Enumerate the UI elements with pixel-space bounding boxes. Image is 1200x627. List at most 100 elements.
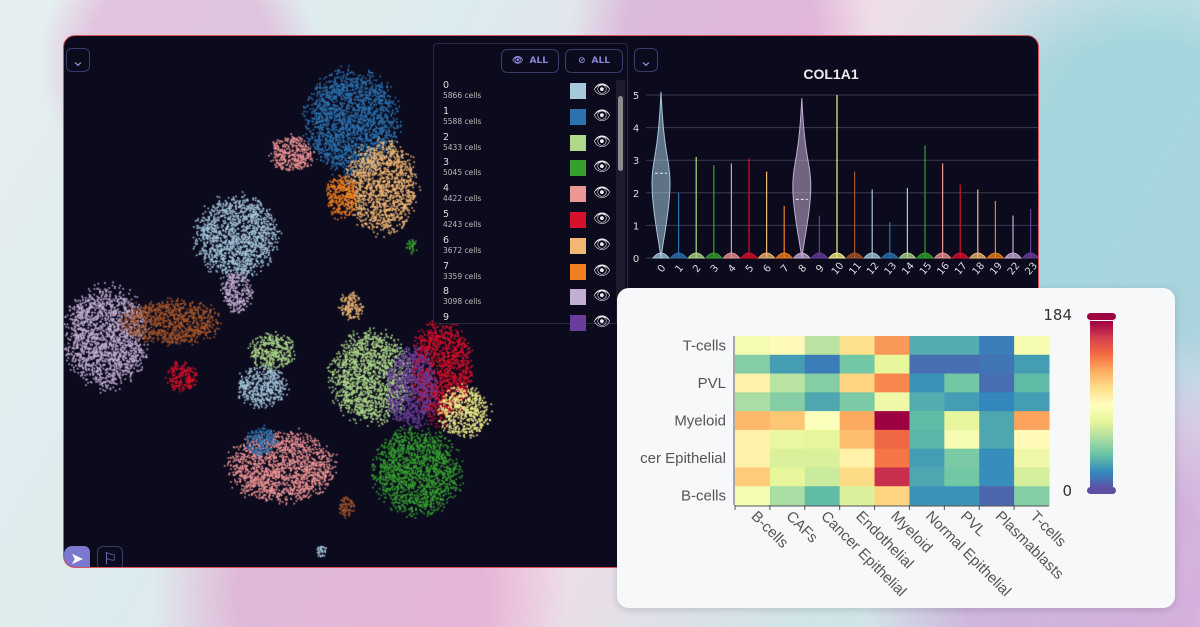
heatmap-cell: [769, 467, 806, 487]
y-tick-label: 4: [633, 124, 639, 135]
collapse-button[interactable]: ⌄: [66, 48, 90, 72]
heatmap-cell: [1014, 392, 1050, 412]
x-tick-label: 11: [847, 261, 864, 278]
y-tick-label: 1: [633, 221, 639, 232]
colorbar: [1090, 321, 1113, 489]
violin-base-12: [863, 252, 882, 259]
eye-icon[interactable]: 👁: [593, 288, 611, 305]
heatmap-cell: [769, 354, 806, 375]
heatmap-cell: [909, 448, 945, 468]
heatmap-cell: [944, 373, 980, 393]
heatmap-cell: [735, 467, 771, 487]
violin-collapse-button[interactable]: ⌄: [634, 48, 658, 72]
eye-icon[interactable]: 👁: [593, 185, 611, 202]
color-swatch[interactable]: [570, 289, 586, 306]
heatmap-cell: [979, 354, 1015, 375]
y-tick-label: cer Epithelial: [640, 450, 726, 467]
chevron-down-icon: ⌄: [639, 50, 653, 70]
legend-item-6[interactable]: 6 3672 cells 👁: [443, 235, 618, 261]
heatmap-cell: [839, 429, 876, 450]
legend-item-5[interactable]: 5 4243 cells 👁: [443, 209, 618, 235]
color-swatch[interactable]: [570, 160, 586, 177]
heatmap-cell: [874, 467, 910, 487]
eye-icon[interactable]: 👁: [593, 211, 611, 227]
legend-scrollbar[interactable]: [616, 80, 625, 323]
legend-item-2[interactable]: 2 5433 cells 👁: [443, 132, 618, 158]
navigation-arrow-icon: ➤: [70, 548, 84, 568]
color-swatch[interactable]: [570, 83, 586, 99]
heatmap-cell: [804, 336, 841, 356]
cluster-name: 7: [443, 260, 450, 272]
heatmap-cell: [874, 411, 910, 431]
violin-base-1: [669, 252, 688, 259]
legend-item-8[interactable]: 8 3098 cells 👁: [443, 286, 618, 312]
heatmap-cell: [909, 392, 945, 412]
violin-base-7: [775, 252, 794, 259]
heatmap-cell: [874, 486, 910, 506]
violin-base-5: [739, 252, 759, 259]
legend-item-4[interactable]: 4 4422 cells 👁: [443, 183, 618, 209]
eye-off-icon: ⊘: [578, 56, 586, 66]
violin-base-6: [757, 252, 776, 259]
heatmap-cell: [804, 486, 841, 506]
heatmap-cell: [1014, 411, 1050, 431]
x-tick-label: 10: [830, 261, 847, 278]
cluster-name: 4: [443, 183, 450, 195]
color-swatch[interactable]: [570, 186, 586, 203]
colorbar-max-handle: [1087, 313, 1116, 320]
cluster-count: 4422 cells: [443, 194, 482, 204]
legend-item-1[interactable]: 1 5588 cells 👁: [443, 106, 618, 132]
eye-icon[interactable]: 👁: [593, 82, 611, 98]
color-swatch[interactable]: [570, 263, 586, 280]
violin-base-17: [951, 252, 970, 259]
heatmap-cell: [769, 486, 806, 506]
x-tick-label: 3: [709, 263, 722, 275]
cluster-name: 9: [443, 312, 450, 324]
cluster-name: 3: [443, 157, 450, 169]
heatmap-cell: [735, 392, 771, 412]
color-swatch[interactable]: [570, 134, 586, 151]
eye-icon[interactable]: 👁: [593, 236, 611, 253]
y-tick-label: PVL: [698, 375, 726, 392]
x-tick-label: 22: [1006, 261, 1023, 278]
violin-base-19: [986, 252, 1005, 259]
eye-icon[interactable]: 👁: [593, 314, 611, 331]
legend-item-3[interactable]: 3 5045 cells 👁: [443, 157, 618, 183]
heatmap-cell: [874, 354, 910, 375]
heatmap-cell: [769, 373, 806, 393]
heatmap: T-cells PVL Myeloid cer Epithelial B-cells B-…: [640, 306, 1116, 600]
eye-icon[interactable]: 👁: [593, 133, 611, 150]
navigate-tool-button[interactable]: ➤: [64, 546, 90, 568]
color-swatch[interactable]: [570, 108, 586, 125]
show-all-button[interactable]: 👁 ALL: [501, 49, 559, 73]
heatmap-cell: [804, 448, 841, 468]
y-tick-label: B-cells: [681, 488, 726, 505]
violin-base-18: [968, 252, 987, 259]
y-tick-label: Myeloid: [674, 413, 726, 430]
color-swatch[interactable]: [570, 212, 586, 228]
heatmap-cell: [839, 373, 876, 393]
hide-all-button[interactable]: ⊘ ALL: [565, 49, 623, 73]
cluster-count: 3672 cells: [443, 245, 482, 255]
x-tick-label: 5: [744, 263, 757, 275]
legend-item-9[interactable]: 9 👁: [443, 312, 618, 338]
cluster-legend: 👁 ALL ⊘ ALL 0 5866 cells 👁 1 5588 cells 👁 2 …: [433, 43, 628, 332]
lasso-flag-icon: ⚐: [102, 548, 118, 568]
eye-icon[interactable]: 👁: [593, 262, 611, 279]
scroll-thumb[interactable]: [618, 96, 623, 171]
legend-item-0[interactable]: 0 5866 cells 👁: [443, 80, 618, 106]
heatmap-cell: [944, 486, 980, 506]
heatmap-cell: [1014, 467, 1050, 487]
cluster-name: 1: [443, 105, 450, 117]
violin-base-14: [898, 252, 917, 259]
lasso-tool-button[interactable]: ⚐: [97, 546, 123, 568]
heatmap-cell: [735, 448, 771, 468]
color-swatch[interactable]: [570, 237, 586, 254]
heatmap-cell: [839, 392, 876, 412]
color-swatch[interactable]: [570, 315, 586, 332]
legend-item-7[interactable]: 7 3359 cells 👁: [443, 261, 618, 287]
eye-icon[interactable]: 👁: [593, 159, 611, 176]
eye-icon[interactable]: 👁: [593, 107, 611, 124]
heatmap-cell: [909, 336, 945, 356]
